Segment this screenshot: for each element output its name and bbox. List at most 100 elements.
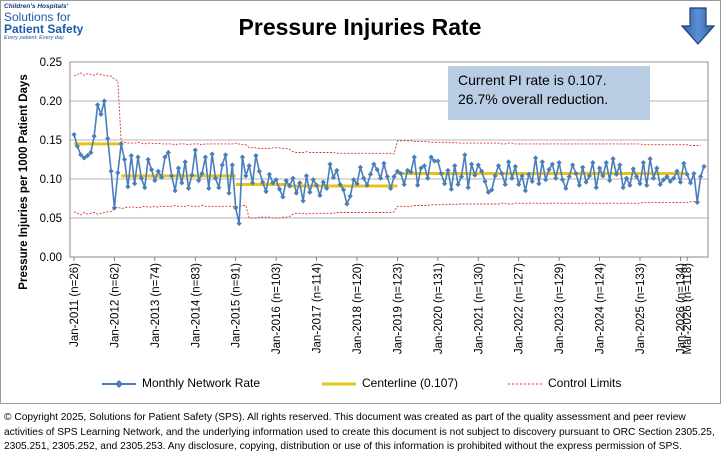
data-point (317, 192, 323, 198)
data-point (223, 152, 229, 158)
control-limit-lower (73, 201, 701, 219)
data-point (253, 153, 259, 159)
data-point (415, 182, 421, 188)
data-point (283, 177, 289, 184)
data-point (549, 161, 555, 167)
data-point (532, 155, 539, 161)
data-point (169, 173, 175, 179)
data-point (684, 171, 690, 177)
data-point (340, 187, 347, 193)
data-point (516, 181, 522, 188)
data-point (391, 174, 397, 180)
data-point (644, 182, 650, 188)
data-point (431, 158, 438, 164)
logo-tagline: Every patient. Every day. (4, 35, 65, 41)
data-point (475, 162, 481, 168)
data-point (101, 98, 107, 104)
legend-item-limits: Control Limits (508, 376, 621, 390)
data-point (647, 156, 653, 162)
data-point (613, 171, 620, 177)
data-point (687, 180, 694, 186)
data-point (576, 182, 582, 188)
data-point (172, 188, 178, 194)
data-point (677, 179, 684, 185)
legend-line-diamond-icon (102, 379, 136, 388)
x-tick-label: Jan-2022 (n=127) (514, 263, 526, 354)
x-tick-label: Jan-2015 (n=91) (231, 263, 243, 348)
data-point (529, 178, 535, 184)
legend-label-centerline: Centerline (0.107) (362, 376, 459, 390)
data-point (573, 170, 579, 177)
y-tick-label: 0.20 (40, 96, 62, 108)
x-tick-label: Jan-2012 (n=62) (109, 263, 121, 348)
data-point (590, 160, 596, 166)
data-point (81, 155, 87, 161)
data-point (448, 186, 454, 192)
data-point (425, 175, 431, 181)
data-point (216, 184, 222, 191)
data-point (199, 170, 205, 177)
data-point (249, 180, 256, 186)
data-point (482, 178, 488, 184)
data-point (411, 154, 417, 160)
data-point (145, 156, 151, 163)
data-point (297, 180, 303, 186)
y-tick-label: 0.10 (40, 174, 62, 186)
x-tick-label: Jan-2021 (n=130) (473, 263, 485, 354)
data-point (175, 165, 182, 171)
data-point (495, 163, 502, 169)
data-point (135, 154, 141, 160)
chart-plot: 0.00 0.05 0.10 0.15 0.20 0.25 Jan-2011 (n=26)… (18, 57, 709, 355)
x-tick-label: Jan-2014 (n=83) (190, 263, 202, 348)
data-point (556, 160, 562, 166)
y-axis: 0.00 0.05 0.10 0.15 0.20 0.25 (40, 57, 62, 264)
data-point (489, 187, 495, 193)
data-point (377, 175, 384, 181)
data-point (371, 161, 377, 167)
data-point (701, 163, 707, 170)
data-point (593, 184, 599, 191)
data-point (600, 173, 606, 179)
data-point (246, 163, 252, 169)
x-tick-label: Jan-2013 (n=74) (150, 263, 162, 348)
data-point (671, 175, 677, 181)
data-point (320, 179, 326, 185)
data-point (293, 190, 299, 196)
data-point (219, 162, 225, 168)
data-point (627, 182, 633, 188)
data-point (438, 170, 444, 177)
legend-item-monthly: Monthly Network Rate (102, 376, 260, 390)
data-point (330, 174, 337, 181)
data-point (182, 159, 188, 165)
data-point (239, 154, 246, 160)
data-point (660, 177, 667, 183)
data-point (664, 174, 670, 180)
data-point (536, 181, 542, 187)
data-point (111, 205, 118, 211)
data-point (344, 201, 350, 207)
data-point (185, 185, 192, 191)
data-point (462, 152, 468, 158)
data-point (479, 168, 485, 174)
data-point (142, 184, 148, 191)
data-point (263, 188, 269, 195)
data-point (115, 170, 121, 176)
data-point (421, 163, 427, 169)
data-point (290, 175, 296, 181)
data-point (512, 163, 518, 170)
data-point (105, 135, 111, 142)
data-point (441, 181, 448, 187)
data-point (300, 198, 306, 204)
data-point (307, 189, 313, 195)
data-point (637, 181, 643, 187)
data-point (583, 179, 589, 185)
data-point (465, 184, 471, 191)
data-point (455, 181, 461, 188)
data-point (158, 174, 165, 181)
data-point (138, 175, 144, 181)
data-point (502, 181, 508, 188)
data-point (196, 177, 202, 184)
data-point (94, 102, 101, 108)
data-point (452, 163, 458, 169)
data-point (472, 172, 478, 178)
